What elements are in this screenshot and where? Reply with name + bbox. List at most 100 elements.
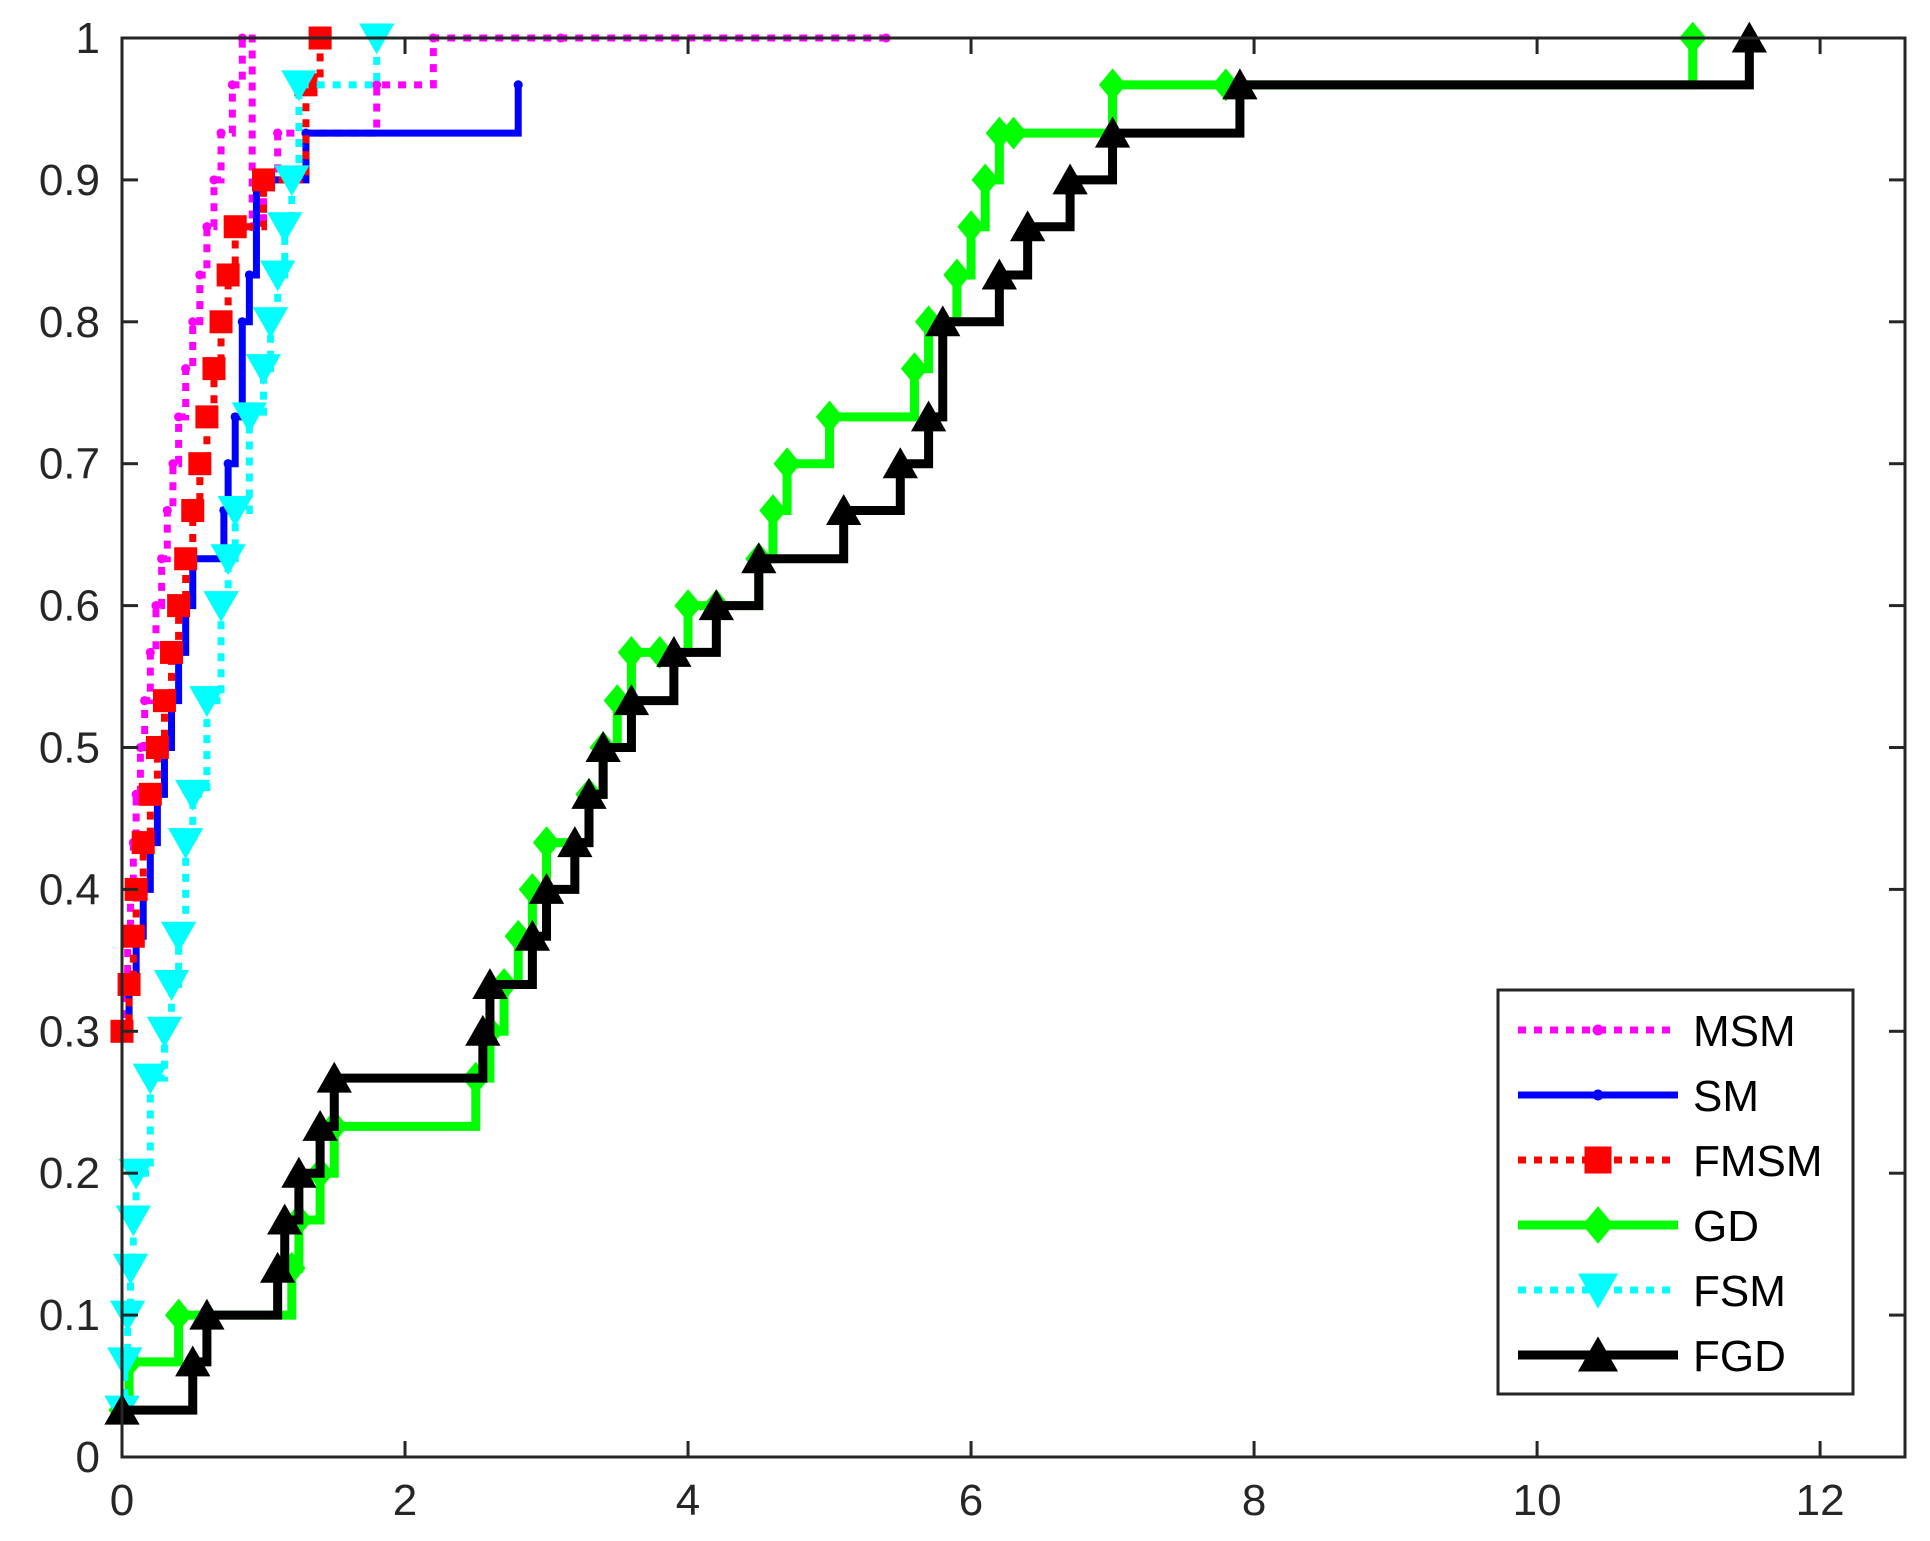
data-point-fgd	[472, 968, 508, 999]
y-tick-label: 0.2	[39, 1149, 100, 1198]
data-point-fgd	[656, 636, 692, 667]
series-line-msm	[121, 34, 887, 1035]
data-point-fgd	[981, 258, 1018, 290]
data-point-gd	[943, 258, 971, 292]
data-point-fgd	[175, 1345, 211, 1377]
data-point-fgd	[571, 777, 607, 809]
data-point-fmsm	[167, 594, 191, 618]
data-point-fmsm	[117, 972, 141, 996]
legend-marker-msm	[1592, 1024, 1604, 1036]
data-point-fsm	[168, 828, 204, 859]
data-point-gd	[164, 1298, 193, 1332]
data-point-fgd	[1009, 210, 1046, 242]
data-point-fgd	[741, 542, 777, 574]
data-point-sm	[223, 459, 233, 469]
data-point-sm	[244, 270, 254, 280]
plot-lines	[104, 21, 1768, 1427]
legend-label-fgd: FGD	[1693, 1332, 1786, 1381]
data-point-gd	[773, 447, 801, 481]
data-point-fmsm	[181, 499, 205, 523]
data-point-fmsm	[145, 736, 169, 759]
legend-item-fsm: FSM	[1518, 1267, 1786, 1316]
legend-label-sm: SM	[1693, 1072, 1759, 1121]
data-point-fgd	[465, 1014, 501, 1046]
data-point-fgd	[585, 731, 621, 762]
x-tick-label: 12	[1796, 1476, 1845, 1525]
data-point-msm	[181, 364, 191, 374]
data-point-fgd	[1222, 68, 1258, 100]
data-point-fgd	[698, 589, 734, 621]
data-point-msm	[151, 601, 161, 611]
x-tick-label: 2	[393, 1476, 417, 1525]
data-point-msm	[372, 80, 382, 90]
data-point-fsm	[189, 686, 225, 718]
y-tick-label: 1	[76, 14, 100, 63]
x-tick-label: 4	[676, 1476, 700, 1525]
x-tick-label: 0	[110, 1476, 134, 1525]
y-tick-label: 0.6	[39, 582, 100, 631]
data-point-gd	[999, 116, 1028, 150]
data-point-fgd	[189, 1298, 225, 1330]
y-tick-label: 0.8	[39, 298, 100, 347]
data-point-fsm	[245, 354, 282, 386]
y-tick-label: 0.4	[39, 865, 100, 914]
data-point-fsm	[160, 921, 197, 953]
data-point-fgd	[1094, 116, 1131, 148]
series-fsm	[104, 23, 395, 1427]
y-tick-label: 0	[76, 1433, 100, 1482]
data-point-fmsm	[152, 689, 176, 713]
legend-item-fgd: FGD	[1518, 1332, 1786, 1381]
data-point-fmsm	[174, 547, 198, 571]
y-tick-label: 0.5	[39, 724, 100, 773]
data-point-fmsm	[131, 831, 155, 855]
y-tick-label: 0.7	[39, 440, 100, 489]
data-point-msm	[157, 554, 167, 564]
x-tick-label: 6	[959, 1476, 983, 1525]
data-point-fmsm	[209, 310, 233, 334]
legend-label-fsm: FSM	[1693, 1267, 1786, 1316]
data-point-msm	[273, 128, 283, 138]
legend: MSM SM FMSM GD FSM FGD	[1496, 988, 1855, 1396]
y-tick-label: 0.3	[39, 1007, 100, 1056]
data-point-fgd	[557, 826, 593, 858]
data-point-msm	[174, 412, 184, 422]
legend-label-msm: MSM	[1693, 1007, 1796, 1056]
data-point-fgd	[910, 400, 947, 432]
data-point-fgd	[302, 1109, 338, 1141]
data-point-gd	[957, 210, 985, 244]
data-point-fsm	[274, 165, 310, 197]
data-point-fsm	[259, 260, 296, 292]
data-point-fgd	[281, 1156, 317, 1188]
data-point-fgd	[882, 447, 918, 479]
axes: 0 2 4 6 8 10 12 0 0.1 0.2 0.3 0.4 0.5 0.6 0.7 0.8 0.9 1	[39, 14, 1907, 1525]
x-tick-label: 8	[1242, 1476, 1266, 1525]
y-tick-label: 0.1	[39, 1291, 100, 1340]
data-point-msm	[188, 317, 198, 327]
x-tick-label: 10	[1513, 1476, 1562, 1525]
data-point-fmsm	[160, 640, 184, 664]
data-point-msm	[195, 270, 205, 280]
data-point-fgd	[613, 684, 650, 716]
data-point-sm	[237, 317, 247, 327]
data-point-fgd	[259, 1251, 296, 1283]
data-point-fmsm	[121, 924, 145, 948]
series-fmsm	[110, 26, 332, 1043]
data-point-fsm	[231, 402, 268, 434]
legend-item-fmsm: FMSM	[1518, 1137, 1823, 1186]
data-point-sm	[513, 80, 523, 90]
data-point-fsm	[217, 496, 253, 527]
data-point-gd	[674, 589, 702, 622]
legend-marker-fgd	[1577, 1336, 1619, 1372]
data-point-msm	[145, 647, 155, 657]
data-point-fmsm	[195, 405, 219, 429]
data-point-fmsm	[223, 215, 247, 239]
legend-item-msm: MSM	[1518, 1007, 1796, 1056]
data-point-fmsm	[188, 452, 212, 476]
data-point-msm	[168, 459, 178, 469]
legend-item-sm: SM	[1518, 1072, 1759, 1121]
data-point-fsm	[252, 307, 289, 339]
data-point-msm	[202, 222, 212, 232]
data-point-fsm	[267, 212, 303, 244]
data-point-gd	[1098, 68, 1127, 102]
